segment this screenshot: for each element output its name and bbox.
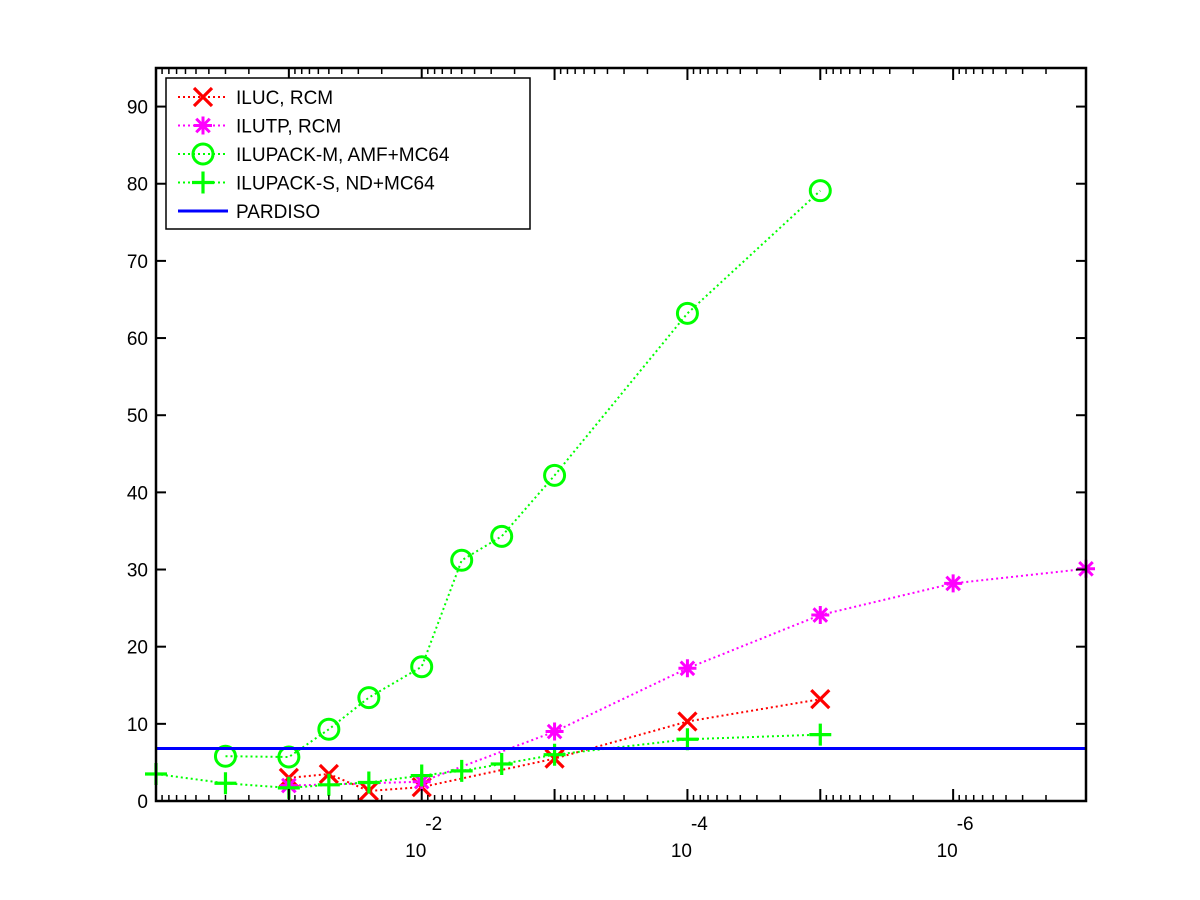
data-point-2-4 <box>410 655 434 679</box>
data-point-1-4 <box>811 606 830 625</box>
data-point-0-6 <box>810 689 831 710</box>
series-layer <box>145 179 1095 802</box>
data-point-3-7 <box>490 752 513 775</box>
legend-label-3: ILUPACK-S, ND+MC64 <box>236 174 435 195</box>
x-tick-exponent-2: -6 <box>957 814 974 835</box>
data-point-3-9 <box>676 728 699 751</box>
series-line-2 <box>225 189 821 759</box>
legend-box <box>165 77 531 230</box>
legend-marker-3 <box>192 171 214 194</box>
x-tick-base-0: 10 <box>405 841 426 862</box>
data-point-3-4 <box>357 771 380 794</box>
legend-entry-2: ILUPACK-M, AMF+MC64 <box>178 142 450 166</box>
y-tick-label-3: 30 <box>127 561 148 582</box>
data-point-2-7 <box>543 463 567 487</box>
data-point-1-3 <box>678 659 697 678</box>
data-point-3-6 <box>450 759 473 782</box>
data-point-2-3 <box>357 686 381 710</box>
data-point-3-3 <box>317 773 340 796</box>
x-tick-exponent-0: -2 <box>425 814 442 835</box>
plot-frame <box>154 66 1088 803</box>
data-point-2-0 <box>213 744 237 768</box>
y-tick-label-0: 0 <box>137 792 148 813</box>
legend-entry-1: ILUTP, RCM <box>178 116 341 138</box>
y-tick-label-7: 70 <box>127 252 148 273</box>
data-point-2-8 <box>675 301 699 325</box>
x-tick-base-1: 10 <box>671 841 692 862</box>
legend: ILUC, RCM ILUTP, RCM ILUPACK-M, AMF+MC64 IL… <box>165 77 531 230</box>
x-tick-exponent-1: -4 <box>691 814 708 835</box>
legend-label-1: ILUTP, RCM <box>236 117 341 138</box>
legend-marker-2 <box>191 142 215 166</box>
data-point-1-5 <box>944 574 963 593</box>
legend-entry-0: ILUC, RCM <box>178 86 333 109</box>
legend-label-0: ILUC, RCM <box>236 88 333 109</box>
legend-entry-3: ILUPACK-S, ND+MC64 <box>178 171 435 195</box>
legend-entry-4: PARDISO <box>178 202 320 223</box>
y-tick-label-9: 90 <box>127 98 148 119</box>
x-tick-base-2: 10 <box>937 841 958 862</box>
y-tick-label-8: 80 <box>127 175 148 196</box>
legend-label-4: PARDISO <box>236 202 320 223</box>
data-point-1-2 <box>545 722 564 741</box>
data-point-3-5 <box>410 764 433 787</box>
y-tick-label-4: 40 <box>127 483 148 504</box>
legend-label-2: ILUPACK-M, AMF+MC64 <box>236 145 450 166</box>
data-point-2-9 <box>808 179 832 203</box>
y-tick-label-1: 10 <box>127 715 148 736</box>
y-tick-label-5: 50 <box>127 406 148 427</box>
data-point-3-10 <box>809 723 832 746</box>
data-point-2-6 <box>490 524 514 548</box>
data-point-2-2 <box>317 717 341 741</box>
data-point-0-5 <box>677 711 698 732</box>
y-tick-label-2: 20 <box>127 638 148 659</box>
y-tick-label-6: 60 <box>127 329 148 350</box>
data-point-3-1 <box>214 772 237 795</box>
legend-marker-1 <box>194 116 212 135</box>
data-point-2-5 <box>450 548 474 572</box>
legend-marker-0 <box>192 86 214 108</box>
